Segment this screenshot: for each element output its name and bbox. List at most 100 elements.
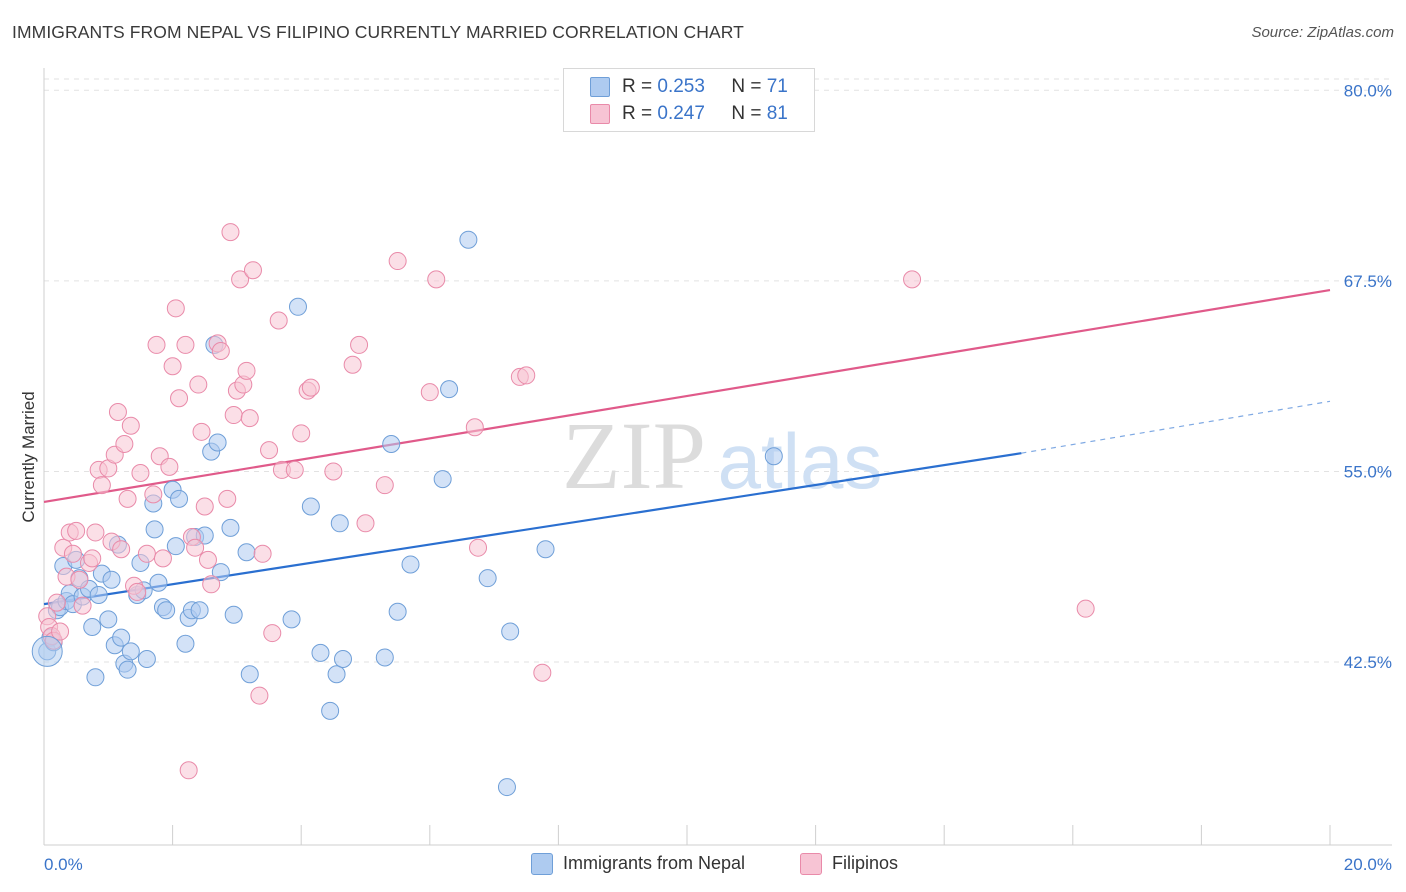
- y-tick-label: 42.5%: [1344, 653, 1392, 672]
- data-point: [903, 270, 922, 289]
- data-point: [170, 389, 189, 408]
- data-point: [86, 523, 105, 542]
- axes: [43, 68, 1392, 846]
- trend-line-extension: [1021, 400, 1331, 454]
- data-point: [459, 230, 478, 249]
- data-point: [70, 570, 89, 589]
- data-point: [176, 335, 195, 354]
- watermark-atlas: atlas: [718, 417, 883, 505]
- legend: R = 0.253 N = 71 R = 0.247 N = 81: [563, 68, 815, 132]
- data-point: [497, 778, 516, 797]
- data-point: [198, 550, 217, 569]
- data-point: [160, 457, 179, 476]
- data-point: [211, 563, 230, 582]
- series-filipinos: [38, 223, 1095, 780]
- y-tick-label: 67.5%: [1344, 272, 1392, 291]
- data-point: [118, 660, 137, 679]
- legend-n-value: 81: [766, 103, 788, 124]
- data-point: [99, 610, 118, 629]
- data-point: [282, 610, 301, 629]
- data-point: [170, 489, 189, 508]
- data-point: [153, 549, 172, 568]
- y-tick-label: 80.0%: [1344, 81, 1392, 100]
- data-point: [128, 582, 147, 601]
- data-point: [112, 628, 131, 647]
- data-point: [224, 406, 243, 425]
- data-point: [382, 435, 401, 454]
- data-point: [83, 617, 102, 636]
- data-point: [51, 622, 70, 641]
- data-points: [31, 223, 1095, 797]
- data-point: [269, 311, 288, 330]
- data-point: [118, 489, 137, 508]
- data-point: [1076, 599, 1095, 618]
- data-point-large: [31, 635, 63, 667]
- watermark: ZIP atlas: [562, 402, 882, 509]
- data-point: [121, 642, 140, 661]
- data-point: [388, 602, 407, 621]
- data-point: [131, 463, 150, 482]
- data-point: [324, 462, 343, 481]
- data-point: [285, 460, 304, 479]
- data-point: [179, 761, 198, 780]
- data-point: [301, 378, 320, 397]
- data-point: [208, 433, 227, 452]
- legend-n-value: 71: [766, 76, 788, 97]
- data-point: [243, 261, 262, 280]
- bottom-legend-swatch-filipinos: [800, 853, 822, 875]
- data-point: [321, 701, 340, 720]
- data-point: [108, 402, 127, 421]
- data-point: [144, 485, 163, 504]
- data-point: [301, 497, 320, 516]
- data-point: [86, 668, 105, 687]
- data-point: [166, 537, 185, 556]
- data-point: [145, 520, 164, 539]
- data-point: [764, 447, 783, 466]
- data-point: [192, 422, 211, 441]
- data-point: [63, 544, 82, 563]
- data-point: [440, 380, 459, 399]
- data-point: [388, 252, 407, 271]
- data-point: [92, 476, 111, 495]
- data-point: [73, 596, 92, 615]
- data-point: [240, 665, 259, 684]
- data-point: [166, 299, 185, 318]
- data-point: [469, 538, 488, 557]
- series-nepal: [38, 230, 783, 797]
- data-point: [221, 223, 240, 242]
- data-point: [250, 686, 269, 705]
- data-point: [533, 663, 552, 682]
- data-point: [253, 544, 272, 563]
- data-point: [288, 297, 307, 316]
- data-point: [420, 383, 439, 402]
- data-point: [240, 409, 259, 428]
- legend-swatch-nepal: [590, 77, 610, 97]
- data-point: [350, 335, 369, 354]
- data-point: [157, 601, 176, 620]
- trend-line-filipinos: [43, 288, 1331, 504]
- source-label: Source: ZipAtlas.com: [1251, 24, 1394, 41]
- data-point: [343, 355, 362, 374]
- watermark-zip: ZIP: [562, 402, 706, 509]
- data-point: [427, 270, 446, 289]
- data-point: [195, 497, 214, 516]
- data-point: [112, 540, 131, 559]
- data-point: [375, 648, 394, 667]
- bottom-legend-label-nepal: Immigrants from Nepal: [563, 853, 746, 873]
- data-point: [327, 665, 346, 684]
- legend-r-value: 0.253: [657, 76, 705, 97]
- legend-swatch-filipinos: [590, 104, 610, 124]
- data-point: [231, 270, 250, 289]
- data-point: [237, 543, 256, 562]
- data-point: [517, 366, 536, 385]
- data-point: [465, 418, 484, 437]
- bottom-legend-swatch-nepal: [531, 853, 553, 875]
- data-point: [137, 649, 156, 668]
- data-point: [190, 601, 209, 620]
- data-point: [47, 593, 66, 612]
- data-point: [260, 441, 279, 460]
- data-point: [102, 570, 121, 589]
- data-point: [211, 342, 230, 361]
- data-point: [536, 540, 555, 559]
